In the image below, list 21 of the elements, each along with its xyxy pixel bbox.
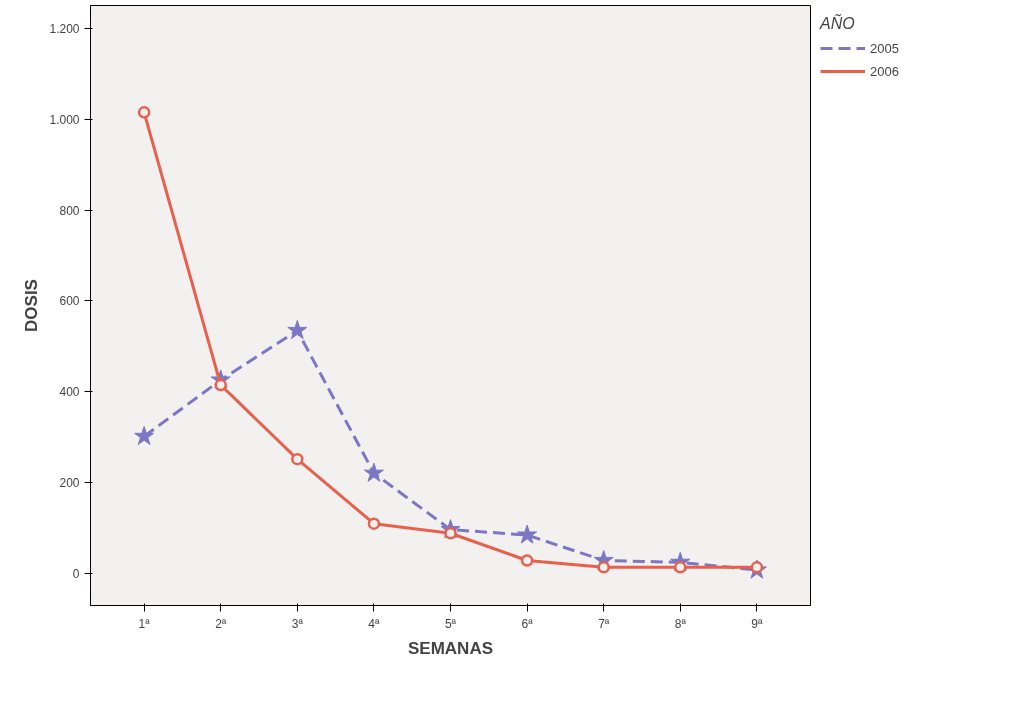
x-tick-label: 4ª <box>368 616 381 631</box>
y-axis-title: DOSIS <box>22 279 42 332</box>
x-tick-label: 9ª <box>751 616 763 631</box>
y-tick-label: 0 <box>72 567 80 582</box>
legend-title: AÑO <box>820 15 856 33</box>
x-tick-label: 5ª <box>444 616 457 631</box>
y-tick-label: 400 <box>59 385 80 400</box>
x-tick-label: 2ª <box>215 616 227 631</box>
legend-label: 2005 <box>870 40 899 56</box>
x-tick-label: 1ª <box>138 616 151 631</box>
y-tick-label: 1.000 <box>49 112 80 127</box>
x-tick-label: 6ª <box>521 616 534 631</box>
y-tick-label: 800 <box>59 203 80 218</box>
x-tick-label: 7ª <box>598 616 610 631</box>
y-tick-label: 600 <box>59 294 80 309</box>
y-tick-label: 200 <box>59 476 80 491</box>
legend-label: 2006 <box>870 63 899 79</box>
x-axis-title: SEMANAS <box>408 638 494 658</box>
x-tick-label: 3ª <box>291 616 304 631</box>
x-tick-label: 8ª <box>674 616 687 631</box>
y-tick-label: 1.200 <box>49 21 80 36</box>
